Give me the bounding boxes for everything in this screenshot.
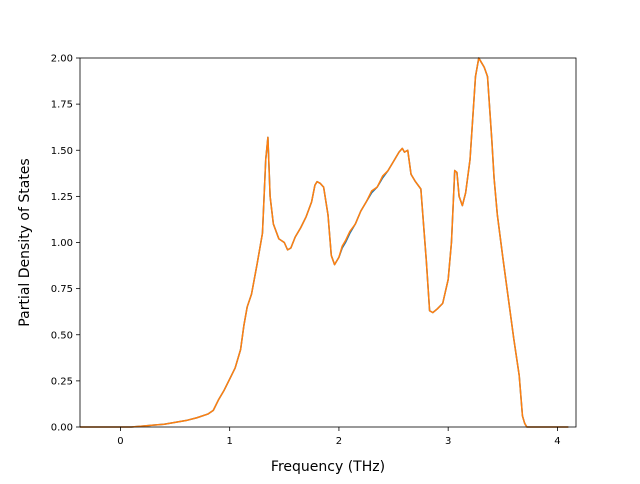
y-tick-label: 2.00 [51,54,73,65]
y-tick-label: 0.50 [51,330,73,341]
x-axis-label: Frequency (THz) [271,459,385,475]
y-tick-label: 1.00 [51,238,73,249]
series-line-1 [80,57,569,428]
y-tick-label: 0.75 [51,284,73,295]
series-group [80,57,569,428]
x-tick-label: 4 [554,436,560,447]
y-axis-ticks: 0.00 0.25 0.50 0.75 1.00 1.25 1.50 1.75 2.00 [51,54,80,434]
y-tick-label: 1.25 [51,192,73,203]
y-tick-label: 0.00 [51,423,73,434]
y-tick-label: 1.75 [51,100,73,111]
x-tick-label: 2 [336,436,342,447]
x-tick-label: 1 [226,436,232,447]
x-tick-label: 0 [117,436,123,447]
y-tick-label: 0.25 [51,376,73,387]
y-axis-label: Partial Density of States [17,158,33,326]
x-tick-label: 3 [445,436,451,447]
x-axis-ticks: 0 1 2 3 4 [117,427,561,447]
y-tick-label: 1.50 [51,146,73,157]
